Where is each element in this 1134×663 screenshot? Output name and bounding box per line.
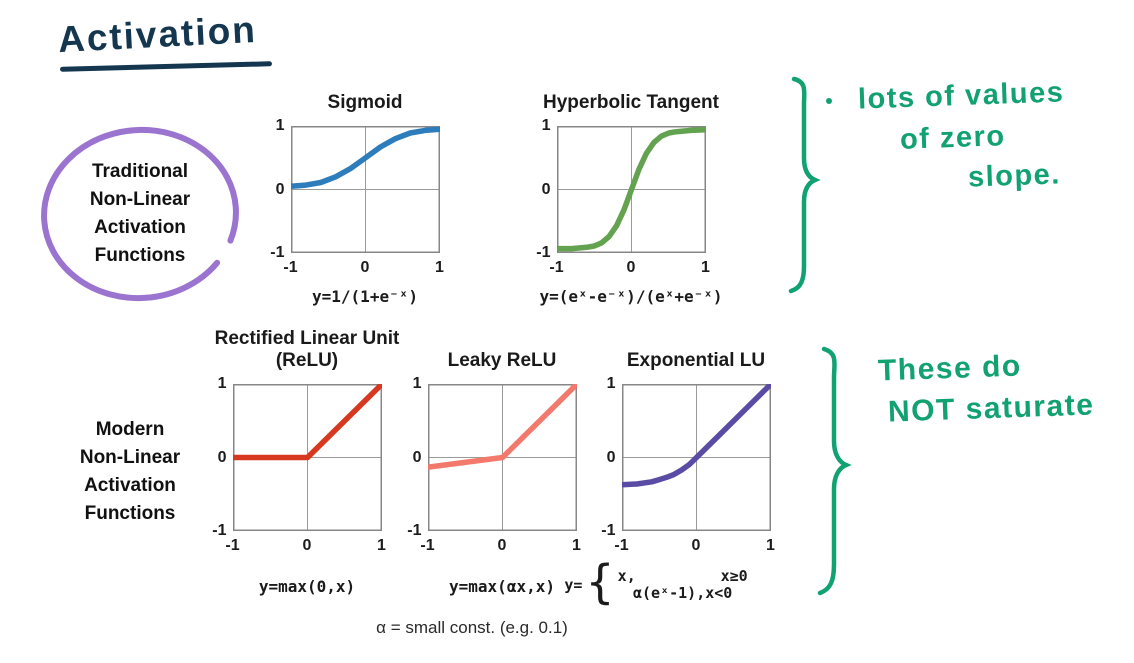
y-tick-label: 0 bbox=[217, 448, 227, 466]
modern-label-line: Modern bbox=[95, 419, 165, 440]
relu-plot-title: Rectified Linear Unit (ReLU) bbox=[214, 328, 400, 371]
traditional-label-line: Non-Linear bbox=[89, 189, 191, 210]
bottom-curly-brace bbox=[817, 346, 852, 596]
relu-formula: y=max(0,x) bbox=[258, 577, 356, 596]
hand-drawn-circle bbox=[41, 126, 239, 302]
y-tick-label: -1 bbox=[536, 244, 551, 261]
elu-case-row2: α(eˣ-1),x<0 bbox=[633, 583, 733, 602]
curve-svg bbox=[232, 384, 382, 531]
traditional-label-line: Activation bbox=[94, 217, 186, 238]
y-tick-label: -1 bbox=[212, 522, 227, 539]
elu-case-brace: { bbox=[585, 555, 615, 609]
traditional-label-line: Traditional bbox=[91, 161, 189, 182]
alpha-note: α = small const. (e.g. 0.1) bbox=[376, 618, 568, 637]
x-tick-label: 0 bbox=[691, 537, 701, 554]
modern-label-line: Activation bbox=[84, 475, 176, 496]
curve-svg bbox=[290, 126, 440, 253]
top-curly-brace bbox=[788, 76, 821, 294]
x-tick-label: -1 bbox=[283, 259, 298, 276]
leaky-relu-formula: y=max(αx,x) bbox=[449, 577, 555, 596]
modern-label-line: Non-Linear bbox=[79, 447, 181, 468]
x-tick-label: 1 bbox=[572, 537, 581, 554]
x-tick-label: -1 bbox=[225, 537, 240, 554]
x-tick-label: 0 bbox=[302, 537, 312, 554]
x-tick-label: 1 bbox=[701, 259, 710, 276]
y-tick-label: 1 bbox=[412, 375, 422, 392]
traditional-group-label: Traditional Non-Linear Activation Functi… bbox=[30, 158, 250, 270]
sigmoid-formula: y=1/(1+e⁻ˣ) bbox=[312, 287, 418, 306]
y-tick-label: 0 bbox=[412, 448, 422, 466]
y-tick-label: 1 bbox=[606, 375, 616, 392]
curve-svg bbox=[427, 384, 577, 531]
x-tick-label: -1 bbox=[549, 259, 564, 276]
x-tick-label: 0 bbox=[360, 259, 370, 276]
leaky-relu-plot: Leaky ReLU 1 0 -1 -1 0 1 y=max(αx,x) bbox=[377, 350, 627, 596]
x-tick-label: 1 bbox=[435, 259, 444, 276]
curve-svg bbox=[621, 384, 771, 531]
x-tick-label: 0 bbox=[497, 537, 507, 554]
y-tick-label: 0 bbox=[275, 180, 285, 198]
y-tick-label: 1 bbox=[541, 117, 551, 134]
leaky-relu-plot-title: Leaky ReLU bbox=[447, 350, 557, 371]
curve-svg bbox=[556, 126, 706, 253]
page-title: Activation bbox=[57, 8, 258, 61]
y-tick-label: 0 bbox=[606, 448, 616, 466]
title-underline bbox=[59, 61, 273, 72]
y-tick-label: 1 bbox=[275, 117, 285, 134]
elu-case-cond1: x≥0 bbox=[720, 566, 748, 585]
modern-label-line: Functions bbox=[84, 503, 176, 524]
bullet-dot bbox=[826, 98, 832, 104]
elu-plot-canvas: 1 0 -1 -1 0 1 bbox=[601, 375, 775, 554]
sigmoid-plot-title: Sigmoid bbox=[327, 92, 403, 113]
modern-group-label: Modern Non-Linear Activation Functions bbox=[30, 416, 230, 528]
note-saturate-line1: These do bbox=[877, 349, 1023, 388]
y-tick-label: 0 bbox=[541, 180, 551, 198]
y-tick-label: 1 bbox=[217, 375, 227, 392]
x-tick-label: 0 bbox=[626, 259, 636, 276]
x-tick-label: -1 bbox=[614, 537, 629, 554]
tanh-plot: Hyperbolic Tangent 1 0 -1 -1 0 1 y=(eˣ-e⁻ˣ)/(… bbox=[506, 92, 756, 306]
sigmoid-plot: Sigmoid 1 0 -1 -1 0 1 y=1/(1+e⁻ˣ) bbox=[240, 92, 490, 306]
sigmoid-plot-canvas: 1 0 -1 -1 0 1 bbox=[270, 117, 444, 276]
elu-plot: Exponential LU 1 0 -1 -1 0 1 y= { x, x≥0 α(eˣ… bbox=[564, 350, 821, 605]
x-tick-label: -1 bbox=[420, 537, 435, 554]
x-tick-label: 1 bbox=[766, 537, 775, 554]
y-tick-label: -1 bbox=[270, 244, 285, 261]
elu-formula-prefix: y= bbox=[564, 575, 583, 594]
note-zero-slope-line1: lots of values bbox=[857, 76, 1065, 116]
elu-case-x: x, bbox=[617, 566, 636, 585]
note-zero-slope-line2: of zero bbox=[899, 120, 1007, 156]
tanh-formula: y=(eˣ-e⁻ˣ)/(eˣ+e⁻ˣ) bbox=[539, 287, 723, 306]
x-tick-label: 1 bbox=[377, 537, 386, 554]
elu-plot-title: Exponential LU bbox=[626, 350, 766, 371]
traditional-label-line: Functions bbox=[94, 245, 186, 266]
relu-plot-canvas: 1 0 -1 -1 0 1 bbox=[212, 375, 386, 554]
elu-formula: y= { x, x≥0 α(eˣ-1),x<0 bbox=[564, 559, 748, 605]
relu-plot: Rectified Linear Unit (ReLU) 1 0 -1 -1 0 1 y=… bbox=[182, 328, 432, 596]
y-tick-label: -1 bbox=[601, 522, 616, 539]
y-tick-label: -1 bbox=[407, 522, 422, 539]
note-saturate-line2: NOT saturate bbox=[887, 388, 1095, 429]
leaky-relu-plot-canvas: 1 0 -1 -1 0 1 bbox=[407, 375, 581, 554]
tanh-plot-title: Hyperbolic Tangent bbox=[543, 92, 719, 113]
tanh-plot-canvas: 1 0 -1 -1 0 1 bbox=[536, 117, 710, 276]
note-zero-slope-line3: slope. bbox=[967, 158, 1062, 194]
